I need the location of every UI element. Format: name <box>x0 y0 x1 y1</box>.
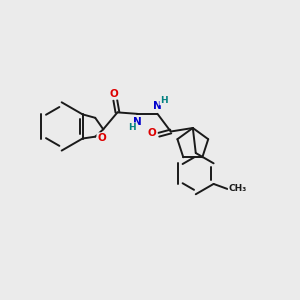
Text: H: H <box>160 95 168 104</box>
Text: H: H <box>128 123 136 132</box>
Text: N: N <box>153 101 162 111</box>
Text: O: O <box>110 89 118 99</box>
Text: N: N <box>133 117 142 127</box>
Text: CH₃: CH₃ <box>229 184 247 194</box>
Text: O: O <box>148 128 157 138</box>
Text: O: O <box>97 133 106 143</box>
